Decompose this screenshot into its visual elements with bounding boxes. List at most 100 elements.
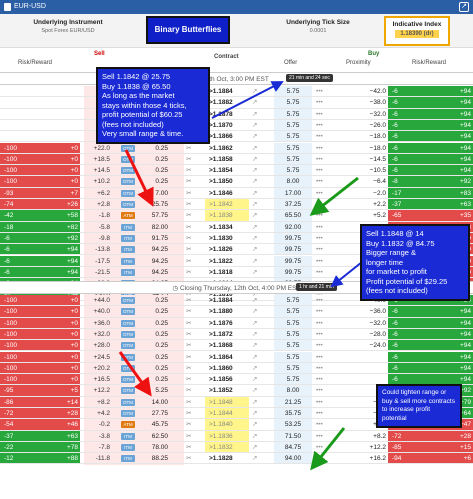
bid-price[interactable]: 94.25 <box>151 257 168 265</box>
bid-price[interactable]: 0.25 <box>155 376 168 384</box>
offer-price[interactable]: 84.75 <box>274 441 312 453</box>
chart-icon[interactable]: ↗ <box>252 308 258 316</box>
bid-price[interactable]: 0.25 <box>155 178 168 186</box>
offer-price[interactable]: 71.50 <box>274 430 312 441</box>
chart-icon[interactable]: ↗ <box>252 297 258 304</box>
chart-icon[interactable]: ↗ <box>252 398 258 406</box>
chart-icon[interactable]: ↗ <box>252 155 258 163</box>
bid-price[interactable]: 5.25 <box>155 387 168 395</box>
offer-price[interactable]: 5.75 <box>274 374 312 385</box>
chart-icon[interactable]: ↗ <box>252 223 258 231</box>
table-row[interactable]: -37 +63 -3.8 ITM 62.50 ✂ >1.1836 ↗ 71.50 ••• +8.2-… <box>0 430 473 442</box>
bid-price[interactable]: 88.25 <box>151 455 168 463</box>
paperclip-icon[interactable]: ✂ <box>186 319 192 327</box>
paperclip-icon[interactable]: ✂ <box>186 201 192 208</box>
offer-price[interactable]: 8.00 <box>274 385 312 396</box>
bid-price[interactable]: 7.00 <box>155 189 168 197</box>
offer-price[interactable]: 99.75 <box>274 232 312 244</box>
paperclip-icon[interactable]: ✂ <box>186 234 192 242</box>
table-row[interactable]: ✂>1.1866↗5.75•••−18.0-6+94 <box>0 131 473 143</box>
paperclip-icon[interactable]: ✂ <box>186 443 192 451</box>
bid-price[interactable]: 0.25 <box>155 297 168 304</box>
chart-icon[interactable]: ↗ <box>252 88 258 95</box>
paperclip-icon[interactable]: ✂ <box>186 398 192 406</box>
bid-price[interactable]: 0.25 <box>155 319 168 327</box>
offer-price[interactable]: 53.25 <box>274 419 312 430</box>
offer-price[interactable]: 5.75 <box>274 351 312 362</box>
chart-icon[interactable]: ↗ <box>252 110 258 118</box>
paperclip-icon[interactable]: ✂ <box>186 189 192 197</box>
table-row[interactable]: ✂>1.1878↗5.75•••−32.0-6+94 <box>0 108 473 120</box>
paperclip-icon[interactable]: ✂ <box>186 387 192 395</box>
chart-icon[interactable]: ↗ <box>252 364 258 372</box>
bid-price[interactable]: 27.75 <box>151 410 168 417</box>
offer-price[interactable]: 21.25 <box>274 396 312 407</box>
table-row[interactable]: -100 +0 +36.0 OTM 0.25 ✂ >1.1876 ↗ 5.75 ••• −32.0-… <box>0 317 473 329</box>
table-row[interactable]: -100 +0 +20.2 OTM 0.25 ✂ >1.1860 ↗ 5.75 ••• -6 +94 <box>0 362 473 375</box>
chart-icon[interactable]: ↗ <box>252 432 258 440</box>
bid-price[interactable]: 25.75 <box>151 201 168 208</box>
bid-price[interactable]: 45.75 <box>151 421 168 429</box>
offer-price[interactable]: 8.00 <box>274 176 312 187</box>
paperclip-icon[interactable]: ✂ <box>186 155 192 163</box>
offer-price[interactable]: 5.75 <box>274 86 312 97</box>
chart-icon[interactable]: ↗ <box>252 410 258 417</box>
bid-price[interactable]: 14.00 <box>151 398 168 406</box>
bid-price[interactable]: 94.25 <box>151 246 168 254</box>
chart-icon[interactable]: ↗ <box>252 330 258 338</box>
bid-price[interactable]: 62.50 <box>151 432 168 440</box>
paperclip-icon[interactable]: ✂ <box>186 246 192 254</box>
bid-price[interactable]: 0.25 <box>155 353 168 361</box>
table-row[interactable]: -100 +0 +14.5 OTM 0.25 ✂ >1.1854 ↗ 5.75 ••• −10.5-… <box>0 165 473 177</box>
bid-price[interactable]: 0.25 <box>155 167 168 175</box>
paperclip-icon[interactable]: ✂ <box>186 289 194 299</box>
table-row[interactable]: ✂>1.1884↗5.75•••−42.0-6+94 <box>0 86 473 98</box>
paperclip-icon[interactable]: ✂ <box>186 421 192 429</box>
paperclip-icon[interactable]: ✂ <box>186 297 192 304</box>
offer-price[interactable]: 5.75 <box>274 97 312 108</box>
offer-price[interactable]: 5.75 <box>274 165 312 176</box>
table-row[interactable]: -100 +0 +24.5 OTM 0.25 ✂ >1.1864 ↗ 5.75 ••• -6 +94 <box>0 351 473 363</box>
offer-price[interactable]: 35.75 <box>274 408 312 419</box>
bid-price[interactable]: 0.25 <box>155 342 168 350</box>
chart-icon[interactable]: ↗ <box>252 144 258 152</box>
chart-icon[interactable]: ↗ <box>252 289 266 299</box>
bid-price[interactable]: 78.00 <box>151 443 168 451</box>
offer-price[interactable]: 37.25 <box>274 199 312 210</box>
chart-icon[interactable]: ↗ <box>252 234 258 242</box>
chart-icon[interactable]: ↗ <box>252 353 258 361</box>
paperclip-icon[interactable]: ✂ <box>186 212 192 220</box>
bid-price[interactable]: 0.25 <box>155 308 168 316</box>
chart-icon[interactable]: ↗ <box>252 212 258 220</box>
bid-price[interactable]: 91.75 <box>151 234 168 242</box>
offer-price[interactable]: 5.75 <box>274 295 312 306</box>
chart-icon[interactable]: ↗ <box>252 376 258 384</box>
table-row[interactable]: -100 +0 +10.2 OTM 0.25 ✂ >1.1850 ↗ 8.00 ••• −6.4 -8… <box>0 176 473 188</box>
bid-price[interactable]: 94.25 <box>151 268 168 276</box>
chart-icon[interactable]: ↗ <box>252 246 258 254</box>
paperclip-icon[interactable]: ✂ <box>186 268 192 276</box>
paperclip-icon[interactable]: ✂ <box>186 376 192 384</box>
chart-icon[interactable]: ↗ <box>252 201 258 208</box>
chart-icon[interactable]: ↗ <box>252 99 258 107</box>
offer-price[interactable]: 99.75 <box>274 244 312 255</box>
paperclip-icon[interactable]: ✂ <box>186 432 192 440</box>
paperclip-icon[interactable]: ✂ <box>186 144 192 152</box>
paperclip-icon[interactable]: ✂ <box>186 330 192 338</box>
paperclip-icon[interactable]: ✂ <box>186 353 192 361</box>
paperclip-icon[interactable]: ✂ <box>186 223 192 231</box>
table-row[interactable]: -100 +0 +32.0 OTM 0.25 ✂ >1.1872 ↗ 5.75 ••• −28.0-… <box>0 328 473 341</box>
offer-price[interactable]: 5.75 <box>274 340 312 351</box>
chart-icon[interactable]: ↗ <box>252 167 258 175</box>
chart-icon[interactable]: ↗ <box>252 421 258 429</box>
offer-price[interactable]: 92.00 <box>274 221 312 232</box>
offer-price[interactable]: 99.75 <box>274 255 312 266</box>
bid-price[interactable]: 0.25 <box>155 364 168 372</box>
table-row[interactable]: -100 +0 +40.0 OTM 0.25 ✂ >1.1880 ↗ 5.75 ••• −36.0-… <box>0 306 473 318</box>
paperclip-icon[interactable]: ✂ <box>186 308 192 316</box>
offer-price[interactable]: 17.00 <box>274 187 312 198</box>
paperclip-icon[interactable]: ✂ <box>186 455 192 463</box>
offer-price[interactable]: 65.50 <box>274 210 312 221</box>
paperclip-icon[interactable]: ✂ <box>186 167 192 175</box>
table-row[interactable]: ✂>1.1882↗5.75•••−38.0-6+94 <box>0 97 473 109</box>
